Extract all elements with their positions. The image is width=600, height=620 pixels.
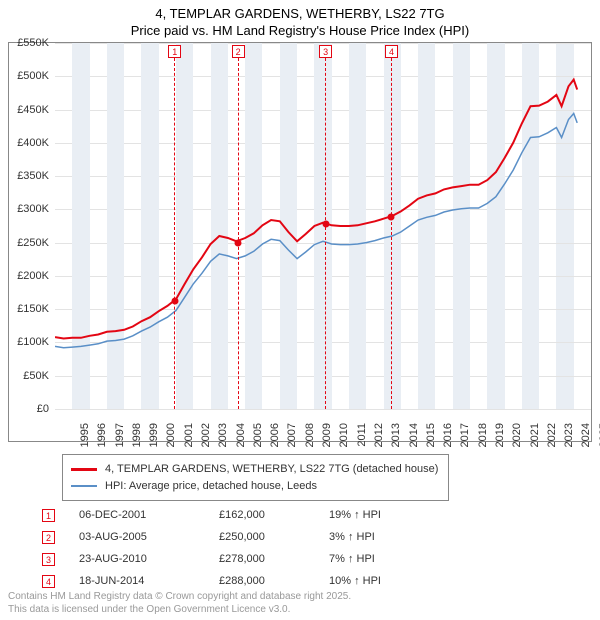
x-tick-label: 2002 bbox=[200, 423, 212, 451]
table-price: £288,000 bbox=[219, 575, 329, 587]
x-tick-label: 2011 bbox=[356, 423, 368, 451]
marker-point bbox=[235, 239, 242, 246]
marker-box: 4 bbox=[385, 45, 398, 58]
x-tick-label: 2015 bbox=[425, 423, 437, 451]
x-tick-label: 2016 bbox=[442, 423, 454, 451]
y-tick-label: £100K bbox=[5, 336, 51, 348]
x-tick-label: 2009 bbox=[321, 423, 333, 451]
legend-swatch bbox=[71, 468, 97, 471]
x-tick-label: 2012 bbox=[373, 423, 385, 451]
marker-point bbox=[171, 298, 178, 305]
x-tick-label: 2017 bbox=[459, 423, 471, 451]
x-tick-label: 2023 bbox=[563, 423, 575, 451]
x-tick-label: 2014 bbox=[408, 423, 420, 451]
chart-container: 4, TEMPLAR GARDENS, WETHERBY, LS22 7TG P… bbox=[0, 0, 600, 620]
table-date: 03-AUG-2005 bbox=[79, 531, 219, 543]
marker-dash bbox=[391, 58, 392, 409]
x-tick-label: 2019 bbox=[494, 423, 506, 451]
table-pct: 19% ↑ HPI bbox=[329, 509, 429, 521]
y-tick-label: £150K bbox=[5, 303, 51, 315]
title-line-1: 4, TEMPLAR GARDENS, WETHERBY, LS22 7TG bbox=[0, 6, 600, 23]
legend-item: HPI: Average price, detached house, Leed… bbox=[71, 478, 438, 495]
legend: 4, TEMPLAR GARDENS, WETHERBY, LS22 7TG (… bbox=[62, 454, 449, 501]
table-pct: 3% ↑ HPI bbox=[329, 531, 429, 543]
y-tick-label: £350K bbox=[5, 170, 51, 182]
table-date: 06-DEC-2001 bbox=[79, 509, 219, 521]
x-tick-label: 2008 bbox=[304, 423, 316, 451]
series-hpi bbox=[55, 114, 577, 348]
y-tick-label: £250K bbox=[5, 237, 51, 249]
y-tick-label: £50K bbox=[5, 370, 51, 382]
x-tick-label: 2005 bbox=[252, 423, 264, 451]
marker-dash bbox=[238, 58, 239, 409]
x-tick-label: 2018 bbox=[477, 423, 489, 451]
marker-point bbox=[388, 214, 395, 221]
y-tick-label: £300K bbox=[5, 203, 51, 215]
table-row: 4 18-JUN-2014£288,00010% ↑ HPI bbox=[42, 570, 429, 592]
table-marker: 1 bbox=[42, 509, 55, 522]
title-line-2: Price paid vs. HM Land Registry's House … bbox=[0, 23, 600, 40]
marker-table: 1 06-DEC-2001£162,00019% ↑ HPI 2 03-AUG-200… bbox=[42, 504, 429, 592]
y-tick-label: £200K bbox=[5, 270, 51, 282]
table-row: 1 06-DEC-2001£162,00019% ↑ HPI bbox=[42, 504, 429, 526]
x-tick-label: 2001 bbox=[183, 423, 195, 451]
legend-item: 4, TEMPLAR GARDENS, WETHERBY, LS22 7TG (… bbox=[71, 461, 438, 478]
table-row: 2 03-AUG-2005£250,0003% ↑ HPI bbox=[42, 526, 429, 548]
footer-attribution: Contains HM Land Registry data © Crown c… bbox=[8, 590, 351, 616]
gridline bbox=[55, 409, 591, 410]
x-tick-label: 1998 bbox=[131, 423, 143, 451]
table-date: 23-AUG-2010 bbox=[79, 553, 219, 565]
y-tick-label: £400K bbox=[5, 137, 51, 149]
marker-dash bbox=[325, 58, 326, 409]
table-marker: 4 bbox=[42, 575, 55, 588]
x-tick-label: 1997 bbox=[114, 423, 126, 451]
table-marker: 2 bbox=[42, 531, 55, 544]
x-tick-label: 2022 bbox=[546, 423, 558, 451]
x-tick-label: 2007 bbox=[286, 423, 298, 451]
x-tick-label: 1999 bbox=[148, 423, 160, 451]
x-tick-label: 2004 bbox=[235, 423, 247, 451]
x-tick-label: 2024 bbox=[580, 423, 592, 451]
y-tick-label: £550K bbox=[5, 37, 51, 49]
series-subject bbox=[55, 80, 577, 339]
y-tick-label: £500K bbox=[5, 70, 51, 82]
marker-box: 2 bbox=[232, 45, 245, 58]
table-row: 3 23-AUG-2010£278,0007% ↑ HPI bbox=[42, 548, 429, 570]
table-date: 18-JUN-2014 bbox=[79, 575, 219, 587]
marker-2: 2 bbox=[232, 43, 245, 409]
x-tick-label: 2003 bbox=[217, 423, 229, 451]
x-tick-label: 2006 bbox=[269, 423, 281, 451]
legend-label: HPI: Average price, detached house, Leed… bbox=[105, 478, 317, 495]
plot-area: 1 2 3 4 bbox=[55, 43, 591, 409]
legend-label: 4, TEMPLAR GARDENS, WETHERBY, LS22 7TG (… bbox=[105, 461, 438, 478]
table-pct: 10% ↑ HPI bbox=[329, 575, 429, 587]
table-price: £278,000 bbox=[219, 553, 329, 565]
marker-1: 1 bbox=[168, 43, 181, 409]
y-tick-label: £0 bbox=[5, 403, 51, 415]
x-tick-label: 2021 bbox=[529, 423, 541, 451]
table-pct: 7% ↑ HPI bbox=[329, 553, 429, 565]
x-tick-label: 1995 bbox=[79, 423, 91, 451]
table-price: £250,000 bbox=[219, 531, 329, 543]
table-marker: 3 bbox=[42, 553, 55, 566]
x-tick-label: 1996 bbox=[96, 423, 108, 451]
chart-title: 4, TEMPLAR GARDENS, WETHERBY, LS22 7TG P… bbox=[0, 0, 600, 40]
marker-box: 3 bbox=[319, 45, 332, 58]
marker-dash bbox=[174, 58, 175, 409]
table-price: £162,000 bbox=[219, 509, 329, 521]
x-tick-label: 2020 bbox=[511, 423, 523, 451]
x-tick-label: 2013 bbox=[390, 423, 402, 451]
marker-box: 1 bbox=[168, 45, 181, 58]
legend-swatch bbox=[71, 485, 97, 487]
x-tick-label: 2000 bbox=[165, 423, 177, 451]
x-tick-label: 2010 bbox=[338, 423, 350, 451]
y-tick-label: £450K bbox=[5, 104, 51, 116]
marker-4: 4 bbox=[385, 43, 398, 409]
chart-area: 1 2 3 4 £0 £50K £100K £150K £200K £250K £300K £350… bbox=[8, 42, 592, 442]
footer-line-2: This data is licensed under the Open Gov… bbox=[8, 603, 351, 616]
marker-point bbox=[322, 221, 329, 228]
footer-line-1: Contains HM Land Registry data © Crown c… bbox=[8, 590, 351, 603]
